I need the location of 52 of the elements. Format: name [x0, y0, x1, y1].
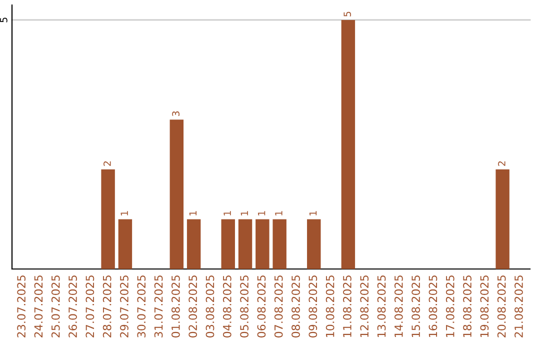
- x-tick-label: 20.08.2025: [497, 276, 506, 338]
- bar: [221, 219, 235, 269]
- data-label: 1: [309, 211, 317, 216]
- x-tick-label: 02.08.2025: [188, 276, 198, 338]
- x-tick-label: 01.08.2025: [171, 276, 180, 338]
- data-label: 2: [498, 161, 506, 166]
- x-tick-label: 19.08.2025: [480, 276, 489, 337]
- x-tick-label: 26.07.2025: [68, 276, 77, 338]
- x-tick-label: 13.08.2025: [377, 276, 386, 337]
- bar: [101, 169, 115, 269]
- x-tick-label: 03.08.2025: [206, 276, 214, 338]
- x-tick-label: 21.08.2025: [514, 276, 523, 338]
- x-tick-label: 17.08.2025: [446, 276, 454, 337]
- x-tick-label: 11.08.2025: [343, 276, 352, 337]
- data-label: 5: [344, 12, 352, 16]
- x-tick-label: 31.07.2025: [154, 276, 163, 338]
- bar: [118, 219, 132, 269]
- data-label: 1: [120, 211, 128, 216]
- data-label: 1: [275, 211, 282, 216]
- x-tick-label: 15.08.2025: [412, 276, 420, 337]
- x-tick-label: 06.08.2025: [257, 276, 266, 338]
- bar: [272, 219, 286, 269]
- x-tick-label: 29.07.2025: [120, 276, 128, 338]
- x-tick-label: 12.08.2025: [360, 276, 369, 337]
- bar: [238, 219, 252, 269]
- data-label: 1: [240, 211, 248, 216]
- data-label: 2: [104, 161, 111, 166]
- data-label: 3: [172, 111, 180, 116]
- bar: [496, 169, 510, 269]
- x-tick-label: 23.07.2025: [17, 276, 26, 338]
- x-tick-label: 14.08.2025: [394, 276, 403, 337]
- x-tick-label: 10.08.2025: [326, 276, 334, 337]
- x-tick-label: 18.08.2025: [463, 276, 472, 337]
- x-tick-label: 07.08.2025: [274, 276, 283, 338]
- x-tick-label: 08.08.2025: [292, 276, 300, 338]
- bar: [307, 219, 321, 269]
- bar: [186, 219, 201, 269]
- x-tick-label: 16.08.2025: [428, 276, 438, 337]
- x-tick-label: 30.07.2025: [137, 276, 146, 338]
- x-tick-label: 25.07.2025: [51, 276, 60, 338]
- data-label: 1: [189, 211, 196, 216]
- x-tick-label: 24.07.2025: [34, 276, 43, 338]
- bar: [256, 219, 270, 269]
- x-tick-label: 28.07.2025: [102, 276, 112, 338]
- x-tick-label: 04.08.2025: [222, 276, 232, 338]
- data-label: 1: [224, 211, 231, 216]
- x-tick-label: 09.08.2025: [308, 276, 318, 338]
- bar: [341, 20, 356, 269]
- data-label: 1: [258, 211, 266, 216]
- x-tick-label: 27.07.2025: [86, 276, 94, 338]
- bar: [170, 120, 184, 269]
- x-tick-label: 05.08.2025: [240, 276, 248, 338]
